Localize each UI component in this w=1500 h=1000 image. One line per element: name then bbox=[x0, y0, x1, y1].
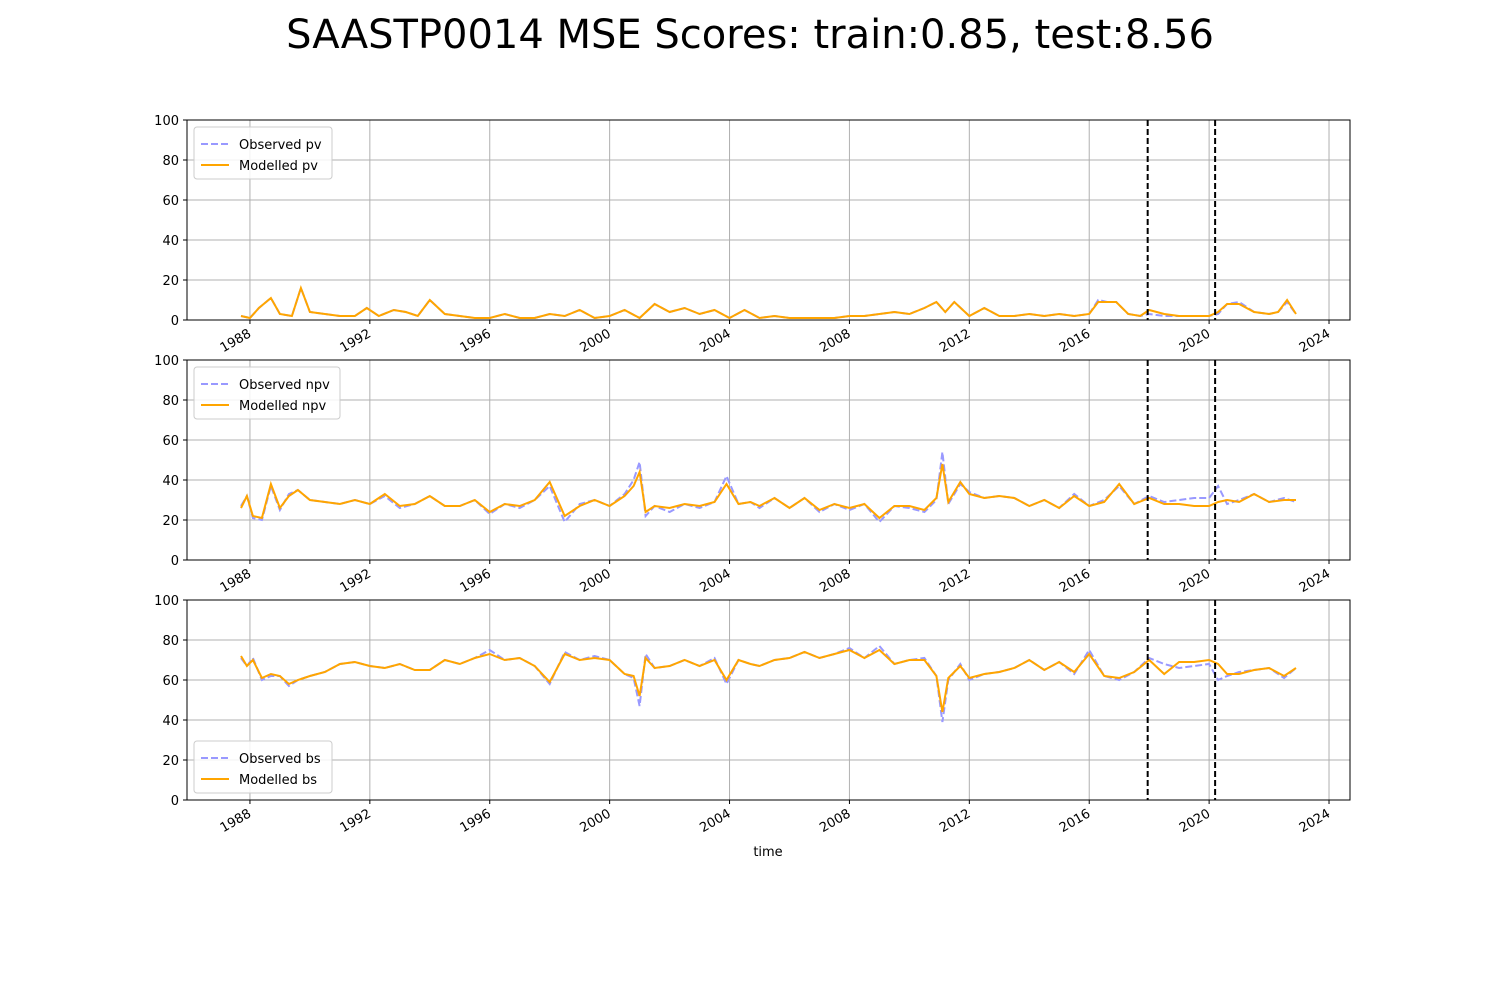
legend-label-modelled: Modelled pv bbox=[239, 159, 318, 174]
y-tick-label: 0 bbox=[171, 554, 179, 569]
legend-box bbox=[193, 366, 341, 420]
y-tick-label: 40 bbox=[162, 474, 179, 489]
x-tick-label: 2016 bbox=[1057, 326, 1093, 356]
x-tick-label: 2000 bbox=[577, 326, 613, 356]
series-line-modelled bbox=[240, 648, 1297, 713]
chart-title: SAASTP0014 MSE Scores: train:0.85, test:… bbox=[286, 12, 1214, 58]
series-line-modelled bbox=[240, 284, 1297, 320]
x-tick-label: 1992 bbox=[338, 326, 374, 356]
x-tick-label: 2004 bbox=[697, 806, 733, 836]
x-tick-label: 2012 bbox=[937, 806, 973, 836]
y-tick-label: 20 bbox=[162, 274, 179, 289]
series-line-modelled bbox=[240, 463, 1296, 520]
axes-frame bbox=[186, 119, 1351, 321]
x-tick-label: 2008 bbox=[817, 326, 853, 356]
x-tick-label: 2004 bbox=[697, 566, 733, 596]
series-line-observed bbox=[240, 284, 1297, 320]
y-tick-label: 80 bbox=[162, 154, 179, 169]
y-tick-label: 100 bbox=[154, 114, 179, 129]
y-tick-label: 40 bbox=[162, 714, 179, 729]
x-tick-label: 2016 bbox=[1057, 806, 1093, 836]
panel-1: 0 20 40 60 80 100 1988 1992 1996 2000 2004 2008 2012… bbox=[154, 114, 1351, 356]
x-tick-label: 2000 bbox=[577, 806, 613, 836]
x-tick-label: 1992 bbox=[338, 806, 374, 836]
y-tick-label: 20 bbox=[162, 514, 179, 529]
legend-label-observed: Observed npv bbox=[239, 378, 330, 393]
x-tick-label: 2008 bbox=[817, 566, 853, 596]
x-tick-label: 2004 bbox=[697, 326, 733, 356]
x-tick-label: 2016 bbox=[1057, 566, 1093, 596]
legend-label-modelled: Modelled bs bbox=[239, 773, 317, 788]
y-tick-label: 60 bbox=[162, 194, 179, 209]
panel-2: 0 20 40 60 80 100 1988 1992 1996 2000 2004 2008 2012… bbox=[154, 354, 1351, 596]
x-tick-label: 1992 bbox=[338, 566, 374, 596]
x-tick-label: 2012 bbox=[937, 566, 973, 596]
panel-3: 0 20 40 60 80 100 1988 1992 1996 2000 2004 2008 2012… bbox=[154, 594, 1351, 836]
x-tick-label: 2020 bbox=[1177, 326, 1213, 356]
x-tick-label: 1988 bbox=[218, 806, 254, 836]
x-tick-label: 2012 bbox=[937, 326, 973, 356]
x-tick-label: 2024 bbox=[1297, 806, 1333, 836]
y-tick-label: 80 bbox=[162, 634, 179, 649]
legend: Observed npv Modelled npv bbox=[193, 366, 341, 420]
x-tick-label: 1996 bbox=[458, 566, 494, 596]
x-tick-label: 2008 bbox=[817, 806, 853, 836]
x-tick-label: 1988 bbox=[218, 326, 254, 356]
y-tick-label: 100 bbox=[154, 354, 179, 369]
y-tick-label: 20 bbox=[162, 754, 179, 769]
legend-label-modelled: Modelled npv bbox=[239, 399, 327, 414]
legend-label-observed: Observed pv bbox=[239, 138, 322, 153]
axes-frame bbox=[186, 359, 1351, 561]
x-tick-label: 2020 bbox=[1177, 566, 1213, 596]
y-tick-label: 100 bbox=[154, 594, 179, 609]
x-axis-label: time bbox=[753, 845, 782, 860]
series-line-observed bbox=[240, 451, 1297, 524]
y-tick-label: 60 bbox=[162, 674, 179, 689]
x-tick-label: 2020 bbox=[1177, 806, 1213, 836]
legend: Observed bs Modelled bs bbox=[193, 740, 333, 794]
y-tick-label: 80 bbox=[162, 394, 179, 409]
y-tick-label: 0 bbox=[171, 794, 179, 809]
series-line-observed bbox=[240, 644, 1297, 723]
x-tick-label: 1996 bbox=[458, 326, 494, 356]
y-tick-label: 0 bbox=[171, 314, 179, 329]
legend-label-observed: Observed bs bbox=[239, 752, 321, 767]
x-tick-label: 1988 bbox=[218, 566, 254, 596]
legend: Observed pv Modelled pv bbox=[193, 126, 333, 180]
x-tick-label: 2000 bbox=[577, 566, 613, 596]
x-tick-label: 2024 bbox=[1297, 566, 1333, 596]
x-tick-label: 2024 bbox=[1297, 326, 1333, 356]
axes-frame bbox=[186, 599, 1351, 801]
y-tick-label: 40 bbox=[162, 234, 179, 249]
x-tick-label: 1996 bbox=[458, 806, 494, 836]
y-tick-label: 60 bbox=[162, 434, 179, 449]
